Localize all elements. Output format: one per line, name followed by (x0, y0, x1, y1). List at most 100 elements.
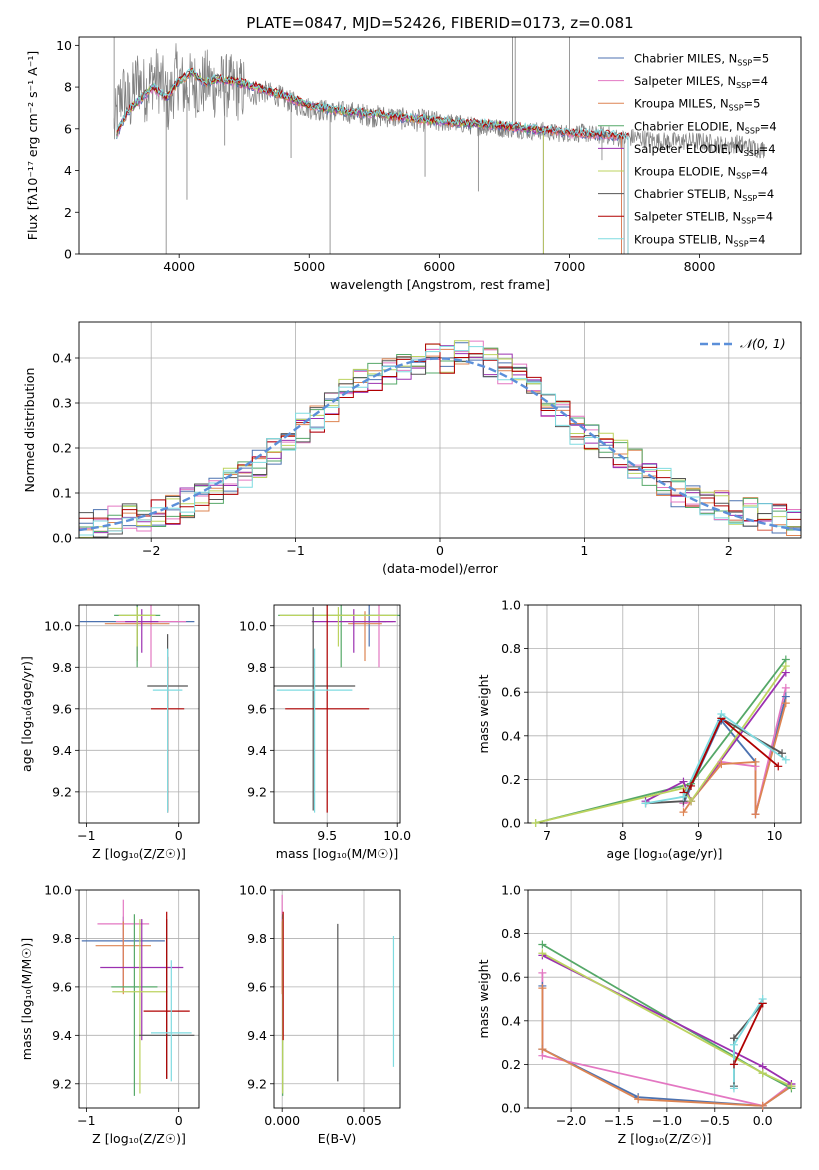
y-tick-label: 9.2 (52, 1076, 72, 1091)
weight-marker (717, 760, 726, 769)
y-tick-label: 0.6 (501, 685, 521, 700)
x-tick-label: 0.005 (346, 1113, 382, 1128)
residuals-ylabel: Normed distribution (22, 368, 37, 493)
y-tick-label: 9.4 (247, 743, 267, 758)
y-tick-label: 10.0 (44, 618, 72, 633)
y-tick-label: 9.4 (52, 743, 72, 758)
weight-marker (729, 1060, 738, 1069)
weight-marker (778, 749, 787, 758)
weight-marker (538, 949, 547, 958)
weight-marker (687, 781, 696, 790)
spectrum-legend: Chabrier MILES, NSSP=5 Salpeter MILES, NS… (598, 52, 777, 248)
residuals-frame (78, 321, 802, 539)
weight-marker (729, 1084, 738, 1093)
legend-label: Chabrier MILES, NSSP=5 (634, 52, 769, 68)
x-tick-label: 0 (175, 1113, 183, 1128)
model-line (116, 70, 629, 254)
y-tick-label: 4 (64, 163, 72, 178)
weight-marker (641, 799, 650, 808)
y-tick-label: 8 (64, 80, 72, 95)
z-weight-ylabel: mass weight (476, 959, 491, 1038)
weight-marker (787, 1082, 796, 1091)
ebv-mass-axes: 0.000 0.005 9.2 9.4 9.6 9.8 10.0 E(B-V) (239, 883, 401, 1146)
y-tick-label: 9.4 (247, 1028, 267, 1043)
x-tick-label: 0.0 (753, 1113, 773, 1128)
legend-label: Kroupa ELODIE, NSSP=4 (634, 165, 768, 181)
z-age-axes: −1 0 9.2 9.4 9.6 9.8 10.0 Z [log₁₀(Z/Z☉)] age [l… (19, 604, 200, 861)
y-tick-label: 2 (64, 205, 72, 220)
spectrum-xlabel: wavelength [Angstrom, rest frame] (330, 277, 550, 292)
model-line (116, 69, 622, 254)
x-tick-label: −2.0 (556, 1113, 586, 1128)
x-tick-label: 1 (580, 543, 588, 558)
y-tick-label: 0.2 (501, 772, 521, 787)
y-tick-label: 9.6 (52, 979, 72, 994)
mass-age-axes: 9.5 10.0 9.2 9.4 9.6 9.8 10.0 mass [log₁₀(M/M☉)… (239, 604, 411, 861)
x-tick-label: 5000 (293, 259, 325, 274)
ebv-mass-plot-area (281, 894, 395, 1096)
z-mass-xlabel: Z [log₁₀(Z/Z☉)] (92, 1131, 186, 1146)
y-tick-label: 9.4 (52, 1028, 72, 1043)
legend-label: Chabrier STELIB, NSSP=4 (634, 187, 774, 203)
model-line (116, 67, 629, 254)
y-tick-label: 0.2 (52, 441, 72, 456)
figure-title: PLATE=0847, MJD=52426, FIBERID=0173, z=0… (246, 14, 633, 32)
x-tick-label: −2 (142, 543, 160, 558)
model-line (116, 71, 622, 254)
age-weight-plot-area (535, 658, 787, 823)
y-tick-label: 0.3 (52, 396, 72, 411)
y-tick-label: 0.4 (501, 728, 521, 743)
weight-marker (758, 995, 767, 1003)
weight-marker (751, 757, 760, 766)
weight-marker (781, 683, 790, 692)
x-tick-label: −1 (77, 828, 95, 843)
y-tick-label: 0.1 (52, 486, 72, 501)
x-tick-label: 8000 (684, 259, 716, 274)
z-weight-frame (527, 889, 802, 1109)
weight-line (733, 1003, 764, 1065)
model-line (116, 67, 629, 254)
x-tick-label: −1.5 (604, 1113, 634, 1128)
weight-marker (781, 662, 790, 671)
y-tick-label: 10.0 (239, 618, 267, 633)
x-tick-label: 10.0 (383, 828, 411, 843)
residuals-axes: −2 −1 0 1 2 0.0 0.1 0.2 0.3 0.4 (data-model)/error… (22, 321, 802, 576)
x-tick-label: −1 (77, 1113, 95, 1128)
ebv-mass-frame (273, 889, 401, 1109)
y-tick-label: 0.2 (501, 1057, 521, 1072)
x-tick-label: 4000 (163, 259, 195, 274)
y-tick-label: 9.6 (247, 701, 267, 716)
spectrum-axes: 4000 5000 6000 7000 8000 0 2 4 6 8 10 wavelength [A… (25, 36, 802, 292)
legend-label: 𝒩(0, 1) (740, 336, 786, 351)
z-mass-plot-area (81, 899, 195, 1096)
y-tick-label: 10 (56, 38, 72, 53)
weight-marker (781, 699, 790, 708)
weight-marker (538, 940, 547, 949)
legend-label: Kroupa MILES, NSSP=5 (634, 97, 760, 113)
spectrum-frame (78, 36, 802, 255)
weight-marker (538, 968, 547, 977)
z-age-ylabel: age [log₁₀(age/yr)] (19, 656, 34, 772)
mass-age-plot-area (274, 605, 400, 813)
y-tick-label: 9.8 (52, 931, 72, 946)
ebv-mass-xlabel: E(B-V) (318, 1131, 357, 1146)
weight-line (645, 712, 787, 805)
x-tick-label: 7 (543, 828, 551, 843)
model-line (116, 72, 622, 254)
y-tick-label: 9.2 (52, 784, 72, 799)
y-tick-label: 0.4 (501, 1013, 521, 1028)
mass-age-frame (273, 604, 401, 824)
y-tick-label: 0.0 (501, 816, 521, 831)
weight-marker (538, 1045, 547, 1054)
weight-marker (729, 1040, 738, 1049)
spectrum-ylabel: Flux [fλ10⁻¹⁷ erg cm⁻² s⁻¹ A⁻¹] (25, 51, 40, 240)
histogram-step (79, 345, 801, 538)
age-weight-ylabel: mass weight (476, 674, 491, 753)
weight-marker (687, 797, 696, 806)
z-age-plot-area (79, 605, 195, 813)
y-tick-label: 0.6 (501, 970, 521, 985)
x-tick-label: 6000 (423, 259, 455, 274)
normal-curve (79, 357, 801, 532)
y-tick-label: 0.0 (501, 1101, 521, 1116)
